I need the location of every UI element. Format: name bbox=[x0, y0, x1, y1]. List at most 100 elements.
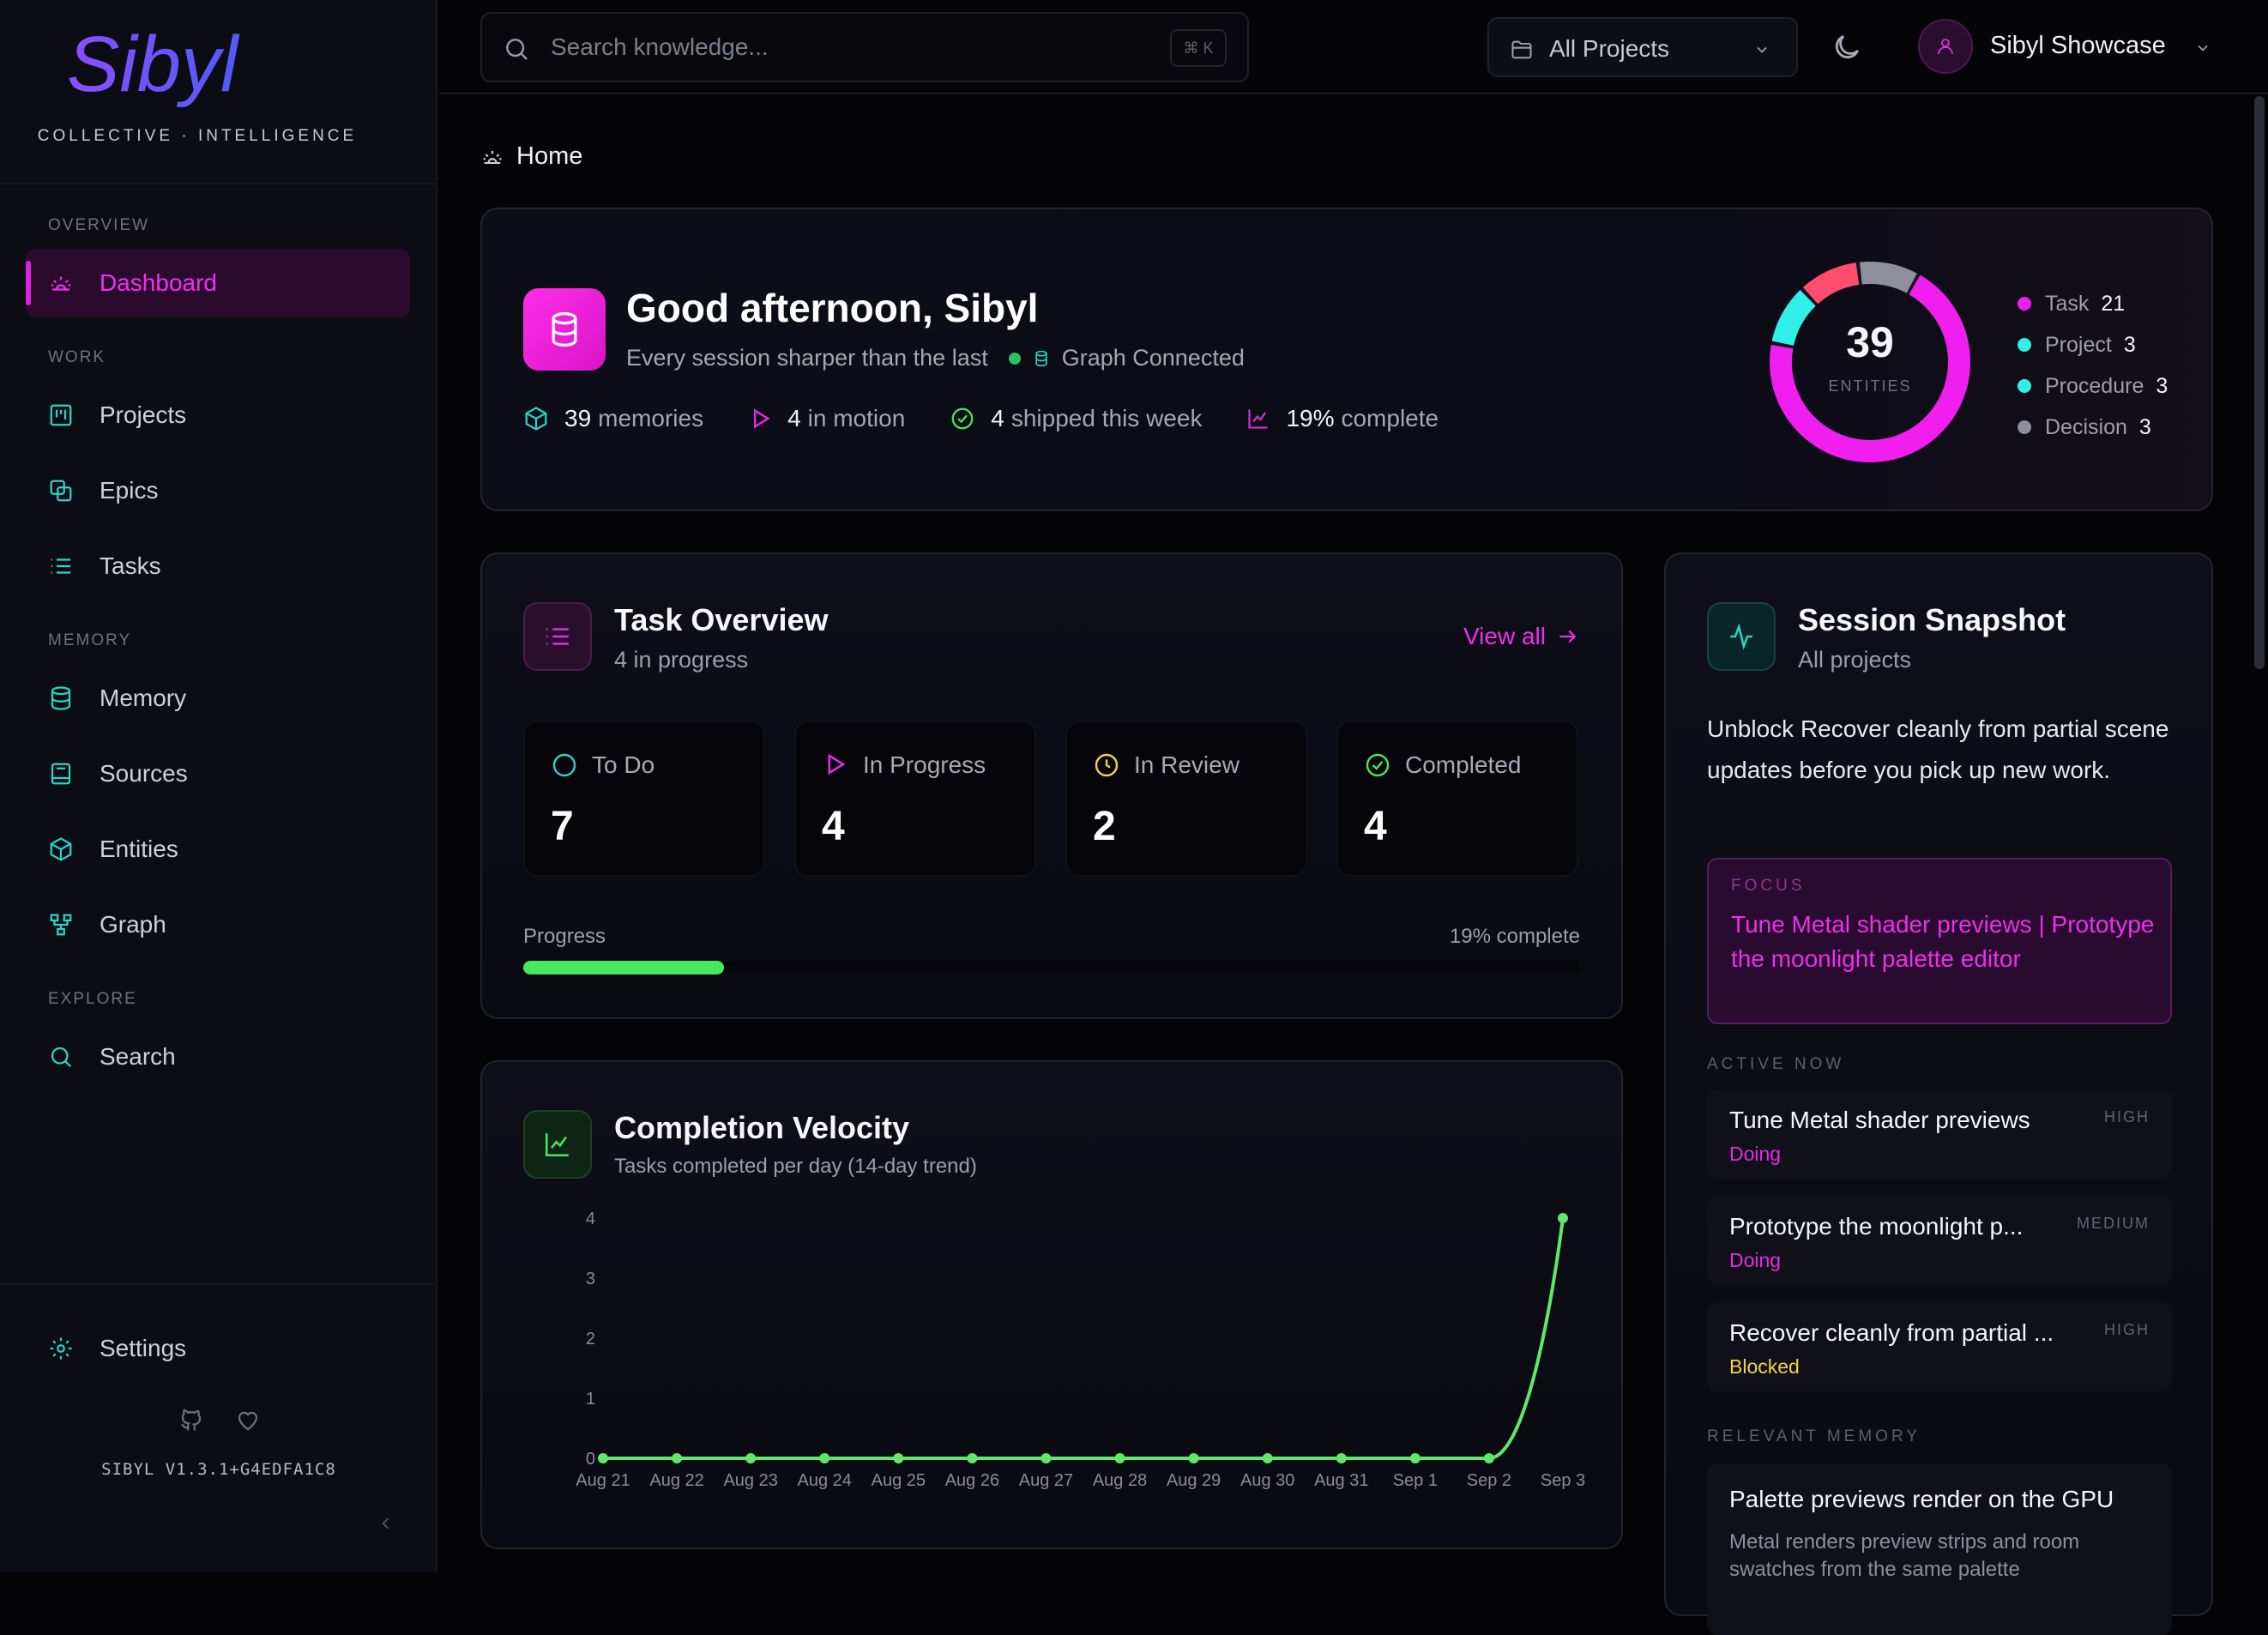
data-point bbox=[1262, 1453, 1273, 1463]
sidebar-item-epics[interactable]: Epics bbox=[26, 456, 410, 525]
avatar[interactable] bbox=[1918, 19, 1973, 74]
status-label: To Do bbox=[592, 751, 655, 778]
status-tile-in-review[interactable]: In Review 2 bbox=[1065, 721, 1307, 877]
data-point bbox=[1483, 1453, 1494, 1463]
sidebar-item-graph[interactable]: Graph bbox=[26, 890, 410, 959]
clock-icon bbox=[1095, 753, 1119, 777]
status-tile-completed[interactable]: Completed 4 bbox=[1336, 721, 1578, 877]
user-name[interactable]: Sibyl Showcase bbox=[1990, 32, 2166, 59]
donut-segment-project bbox=[1770, 262, 1970, 462]
stat-memories: 39 memories bbox=[523, 405, 703, 432]
sidebar-item-tasks[interactable]: Tasks bbox=[26, 532, 410, 600]
x-tick-label: Aug 21 bbox=[576, 1471, 630, 1490]
collapse-sidebar-icon[interactable] bbox=[377, 1515, 395, 1532]
data-point bbox=[745, 1453, 757, 1463]
stat-label: memories bbox=[598, 405, 704, 431]
progress-bar bbox=[523, 961, 1580, 974]
status-count: 4 bbox=[1364, 804, 1387, 849]
donut-segment-task bbox=[1770, 262, 1970, 462]
session-icon-box bbox=[1707, 602, 1776, 671]
topbar: Search knowledge... ⌘ K All Projects Sib… bbox=[439, 0, 2268, 94]
data-point bbox=[967, 1453, 978, 1463]
database-icon bbox=[552, 312, 577, 347]
task-overview-card: Task Overview 4 in progress View all To … bbox=[480, 552, 1623, 1019]
active-now-caption: ACTIVE NOW bbox=[1707, 1055, 1845, 1073]
sidebar-item-search[interactable]: Search bbox=[26, 1023, 410, 1091]
chevron-down-icon[interactable] bbox=[2194, 39, 2211, 57]
main-scrollbar[interactable] bbox=[2254, 96, 2265, 669]
status-tile-in-progress[interactable]: In Progress 4 bbox=[794, 721, 1036, 877]
trend-chart-icon bbox=[545, 1133, 569, 1157]
x-tick-label: Sep 3 bbox=[1541, 1471, 1585, 1490]
card-title: Session Snapshot bbox=[1798, 602, 2066, 637]
legend-dot bbox=[2018, 338, 2031, 352]
legend-item: Decision 3 bbox=[2018, 407, 2168, 448]
stat-label: in motion bbox=[807, 405, 906, 431]
x-tick-label: Aug 29 bbox=[1167, 1471, 1221, 1490]
active-task-item[interactable]: Tune Metal shader previews Doing HIGH bbox=[1707, 1089, 2172, 1179]
memory-item[interactable]: Palette previews render on the GPU Metal… bbox=[1707, 1463, 2172, 1635]
legend-dot bbox=[2018, 379, 2031, 393]
active-task-status: Doing bbox=[1729, 1249, 1782, 1271]
trend-chart-icon bbox=[1248, 409, 1268, 429]
project-filter-label: All Projects bbox=[1549, 35, 1670, 62]
data-point bbox=[598, 1453, 608, 1463]
sidebar-item-projects[interactable]: Projects bbox=[26, 381, 410, 449]
theme-toggle-moon-icon[interactable] bbox=[1831, 31, 1863, 63]
velocity-line-chart: 0 1 2 3 4 Aug 21 Aug 22 Aug 23 Aug 24 Aug 25 Aug 2… bbox=[576, 1210, 1585, 1490]
stat-in-motion: 4 in motion bbox=[748, 405, 905, 432]
active-task-item[interactable]: Recover cleanly from partial ... Blocked… bbox=[1707, 1302, 2172, 1391]
database-badge bbox=[523, 288, 606, 371]
heart-icon[interactable] bbox=[235, 1407, 261, 1433]
status-label: Completed bbox=[1405, 751, 1522, 778]
data-point bbox=[1041, 1453, 1052, 1463]
legend-label: Decision bbox=[2045, 414, 2127, 439]
sidebar-item-memory[interactable]: Memory bbox=[26, 664, 410, 733]
relevant-memory-caption: RELEVANT MEMORY bbox=[1707, 1427, 1921, 1445]
status-count: 4 bbox=[822, 804, 845, 849]
legend-count: 3 bbox=[2138, 414, 2151, 439]
sidebar-item-label: Search bbox=[100, 1043, 176, 1070]
box-icon bbox=[50, 837, 72, 861]
network-icon bbox=[50, 914, 72, 936]
legend-dot bbox=[2018, 297, 2031, 311]
focus-text: Tune Metal shader previews | Prototype t… bbox=[1731, 911, 2155, 972]
focus-box[interactable]: FOCUS Tune Metal shader previews | Proto… bbox=[1707, 858, 2172, 1024]
card-subtitle: Tasks completed per day (14-day trend) bbox=[614, 1155, 977, 1178]
stat-value: 19% bbox=[1286, 405, 1335, 431]
stat-label: shipped this week bbox=[1010, 405, 1203, 431]
stat-label: complete bbox=[1341, 405, 1439, 431]
status-tile-todo[interactable]: To Do 7 bbox=[523, 721, 765, 877]
active-task-item[interactable]: Prototype the moonlight p... Doing MEDIU… bbox=[1707, 1196, 2172, 1285]
y-tick-label: 2 bbox=[586, 1330, 595, 1348]
sidebar-item-sources[interactable]: Sources bbox=[26, 739, 410, 808]
settings-label: Settings bbox=[100, 1335, 187, 1361]
arrow-right-icon bbox=[1559, 630, 1577, 643]
data-point bbox=[672, 1453, 683, 1463]
sidebar-item-label: Entities bbox=[100, 836, 178, 862]
entities-donut-chart bbox=[1770, 262, 1970, 462]
x-tick-label: Aug 26 bbox=[945, 1471, 999, 1490]
legend-item: Task 21 bbox=[2018, 283, 2168, 324]
play-icon bbox=[828, 753, 846, 775]
project-filter-select[interactable]: All Projects bbox=[1487, 17, 1798, 77]
circle-icon bbox=[552, 753, 576, 777]
database-icon bbox=[1035, 350, 1047, 366]
view-all-link[interactable]: View all bbox=[1463, 623, 1578, 650]
sidebar-item-label: Graph bbox=[100, 911, 166, 938]
legend-label: Procedure bbox=[2045, 373, 2144, 398]
database-icon bbox=[51, 686, 71, 710]
logo-text: Sibyl bbox=[67, 26, 240, 108]
entities-caption: ENTITIES bbox=[1828, 377, 1912, 395]
x-tick-label: Aug 30 bbox=[1240, 1471, 1294, 1490]
search-input[interactable]: Search knowledge... ⌘ K bbox=[480, 12, 1249, 82]
breadcrumb-home[interactable]: Home bbox=[516, 142, 583, 170]
sibyl-logo[interactable]: Sibyl bbox=[67, 26, 341, 112]
sidebar-item-entities[interactable]: Entities bbox=[26, 815, 410, 884]
sidebar-item-settings[interactable]: Settings bbox=[26, 1314, 410, 1383]
sun-icon bbox=[483, 150, 502, 164]
legend-item: Project 3 bbox=[2018, 324, 2168, 365]
sidebar-item-dashboard[interactable]: Dashboard bbox=[26, 249, 410, 317]
x-tick-label: Aug 24 bbox=[798, 1471, 852, 1490]
github-icon[interactable] bbox=[178, 1407, 204, 1433]
